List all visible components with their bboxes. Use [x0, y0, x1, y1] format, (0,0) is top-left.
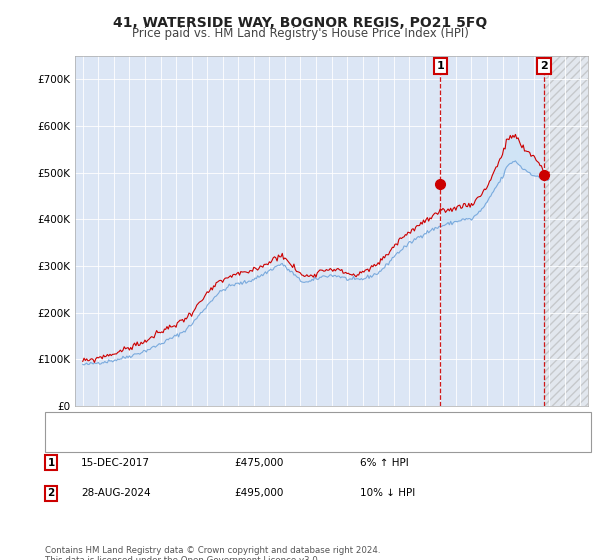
- Bar: [544, 56, 588, 406]
- Text: Contains HM Land Registry data © Crown copyright and database right 2024.
This d: Contains HM Land Registry data © Crown c…: [45, 546, 380, 560]
- Text: 41, WATERSIDE WAY, BOGNOR REGIS, PO21 5FQ (detached house): 41, WATERSIDE WAY, BOGNOR REGIS, PO21 5F…: [97, 418, 443, 428]
- Text: 1: 1: [436, 61, 444, 71]
- Text: 15-DEC-2017: 15-DEC-2017: [81, 458, 150, 468]
- Text: 28-AUG-2024: 28-AUG-2024: [81, 488, 151, 498]
- Text: 10% ↓ HPI: 10% ↓ HPI: [360, 488, 415, 498]
- Text: £495,000: £495,000: [234, 488, 283, 498]
- Text: 41, WATERSIDE WAY, BOGNOR REGIS, PO21 5FQ: 41, WATERSIDE WAY, BOGNOR REGIS, PO21 5F…: [113, 16, 487, 30]
- Text: Price paid vs. HM Land Registry's House Price Index (HPI): Price paid vs. HM Land Registry's House …: [131, 27, 469, 40]
- Text: 2: 2: [47, 488, 55, 498]
- Text: 2: 2: [540, 61, 548, 71]
- Text: HPI: Average price, detached house, Arun: HPI: Average price, detached house, Arun: [97, 438, 314, 449]
- Text: 1: 1: [47, 458, 55, 468]
- Text: £475,000: £475,000: [234, 458, 283, 468]
- Text: 6% ↑ HPI: 6% ↑ HPI: [360, 458, 409, 468]
